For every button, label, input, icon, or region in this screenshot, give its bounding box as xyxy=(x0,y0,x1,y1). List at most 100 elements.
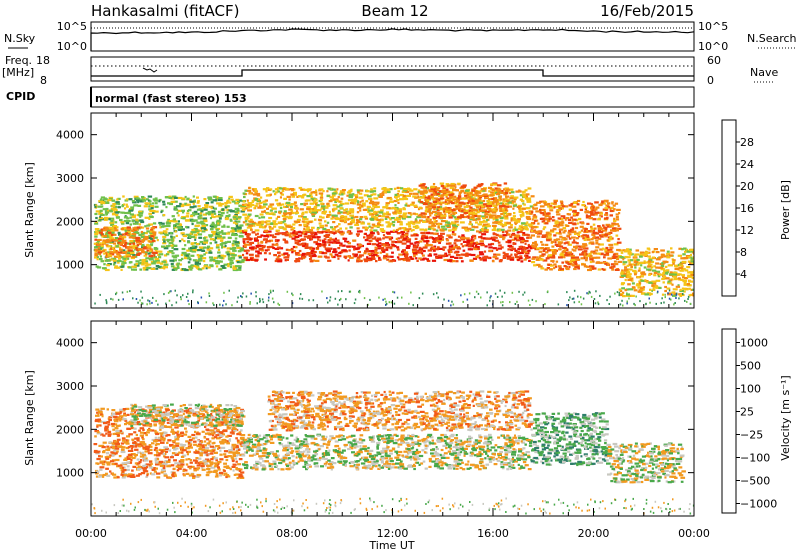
heatmap-cell xyxy=(230,230,236,233)
heatmap-cell xyxy=(506,221,511,224)
heatmap-cell xyxy=(455,260,459,263)
heatmap-cell xyxy=(275,258,278,261)
heatmap-cell xyxy=(517,218,521,221)
heatmap-cell xyxy=(599,243,604,246)
heatmap-cell xyxy=(376,247,381,250)
heatmap-cell xyxy=(382,244,387,247)
heatmap-cell xyxy=(220,212,225,215)
heatmap-cell xyxy=(544,218,549,221)
heatmap-cell xyxy=(354,223,360,226)
heatmap-cell xyxy=(446,199,451,202)
heatmap-cell xyxy=(657,275,661,278)
heatmap-cell xyxy=(352,245,356,248)
heatmap-cell xyxy=(154,205,159,208)
heatmap-cell xyxy=(444,202,449,205)
heatmap-cell xyxy=(644,293,650,296)
heatmap-cell xyxy=(421,234,426,237)
heatmap-cell xyxy=(176,205,181,208)
heatmap-cell xyxy=(209,238,215,241)
heatmap-cell xyxy=(294,239,299,242)
heatmap-cell xyxy=(486,207,491,210)
heatmap-cell xyxy=(381,250,386,253)
heatmap-cell xyxy=(604,213,609,216)
heatmap-cell xyxy=(196,254,199,257)
heatmap-cell xyxy=(214,237,218,240)
heatmap-cell xyxy=(540,267,545,270)
heatmap-cell xyxy=(217,248,221,251)
heatmap-cell xyxy=(653,274,657,277)
heatmap-cell xyxy=(228,201,232,204)
heatmap-cell xyxy=(488,186,493,189)
heatmap-cell xyxy=(122,298,124,301)
heatmap-cell xyxy=(531,226,537,229)
heatmap-cell xyxy=(608,303,610,305)
heatmap-cell xyxy=(229,259,234,262)
heatmap-cell xyxy=(276,246,281,249)
heatmap-cell xyxy=(519,251,524,255)
heatmap-cell xyxy=(99,209,103,212)
heatmap-cell xyxy=(687,271,692,274)
heatmap-cell xyxy=(224,204,228,207)
heatmap-cell xyxy=(385,242,389,245)
heatmap-cell xyxy=(686,250,691,253)
heatmap-cell xyxy=(489,194,494,197)
heatmap-cell xyxy=(382,206,388,209)
heatmap-cell xyxy=(224,217,229,221)
heatmap-cell xyxy=(349,208,355,211)
heatmap-cell xyxy=(202,217,207,220)
heatmap-cell xyxy=(317,242,320,246)
heatmap-cell xyxy=(354,254,357,257)
heatmap-cell xyxy=(437,254,442,257)
heatmap-cell xyxy=(609,295,611,298)
heatmap-cell xyxy=(480,235,483,238)
heatmap-cell xyxy=(421,216,424,219)
heatmap-cell xyxy=(97,205,102,208)
heatmap-cell xyxy=(153,247,158,250)
heatmap-cell xyxy=(477,183,482,186)
heatmap-cell xyxy=(95,220,98,223)
heatmap-cell xyxy=(279,191,283,195)
heatmap-cell xyxy=(231,200,236,203)
heatmap-cell xyxy=(202,260,206,263)
heatmap-cell xyxy=(408,225,412,228)
heatmap-cell xyxy=(440,232,445,235)
heatmap-cell xyxy=(394,245,397,248)
heatmap-cell xyxy=(497,247,502,250)
heatmap-cell xyxy=(691,277,694,280)
heatmap-cell xyxy=(509,235,513,238)
heatmap-cell xyxy=(281,233,287,236)
heatmap-cell xyxy=(532,216,538,219)
heatmap-cell xyxy=(351,198,356,201)
heatmap-cell xyxy=(448,200,453,203)
heatmap-cell xyxy=(611,201,614,204)
heatmap-cell xyxy=(193,199,196,202)
heatmap-cell xyxy=(502,254,508,257)
heatmap-cell xyxy=(512,215,516,218)
heatmap-cell xyxy=(338,299,341,302)
heatmap-cell xyxy=(129,290,131,293)
heatmap-cell xyxy=(451,221,454,224)
heatmap-cell xyxy=(363,215,368,218)
heatmap-cell xyxy=(312,254,317,258)
heatmap-cell xyxy=(218,254,222,257)
heatmap-cell xyxy=(361,202,366,205)
heatmap-cell xyxy=(288,213,292,216)
heatmap-cell xyxy=(338,230,343,233)
heatmap-cell xyxy=(449,250,453,253)
heatmap-cell xyxy=(350,216,354,219)
heatmap-cell xyxy=(102,241,107,244)
heatmap-cell xyxy=(97,266,102,269)
heatmap-cell xyxy=(223,224,226,227)
heatmap-cell xyxy=(373,197,379,200)
heatmap-cell xyxy=(269,209,273,212)
heatmap-cell xyxy=(442,187,446,190)
heatmap-cell xyxy=(228,197,231,200)
heatmap-cell xyxy=(391,206,396,210)
heatmap-cell xyxy=(633,255,637,258)
heatmap-cell xyxy=(546,212,551,215)
heatmap-cell xyxy=(487,256,491,260)
heatmap-cell xyxy=(127,211,132,214)
heatmap-cell xyxy=(563,242,567,245)
heatmap-cell xyxy=(94,222,99,225)
heatmap-cell xyxy=(682,287,687,290)
